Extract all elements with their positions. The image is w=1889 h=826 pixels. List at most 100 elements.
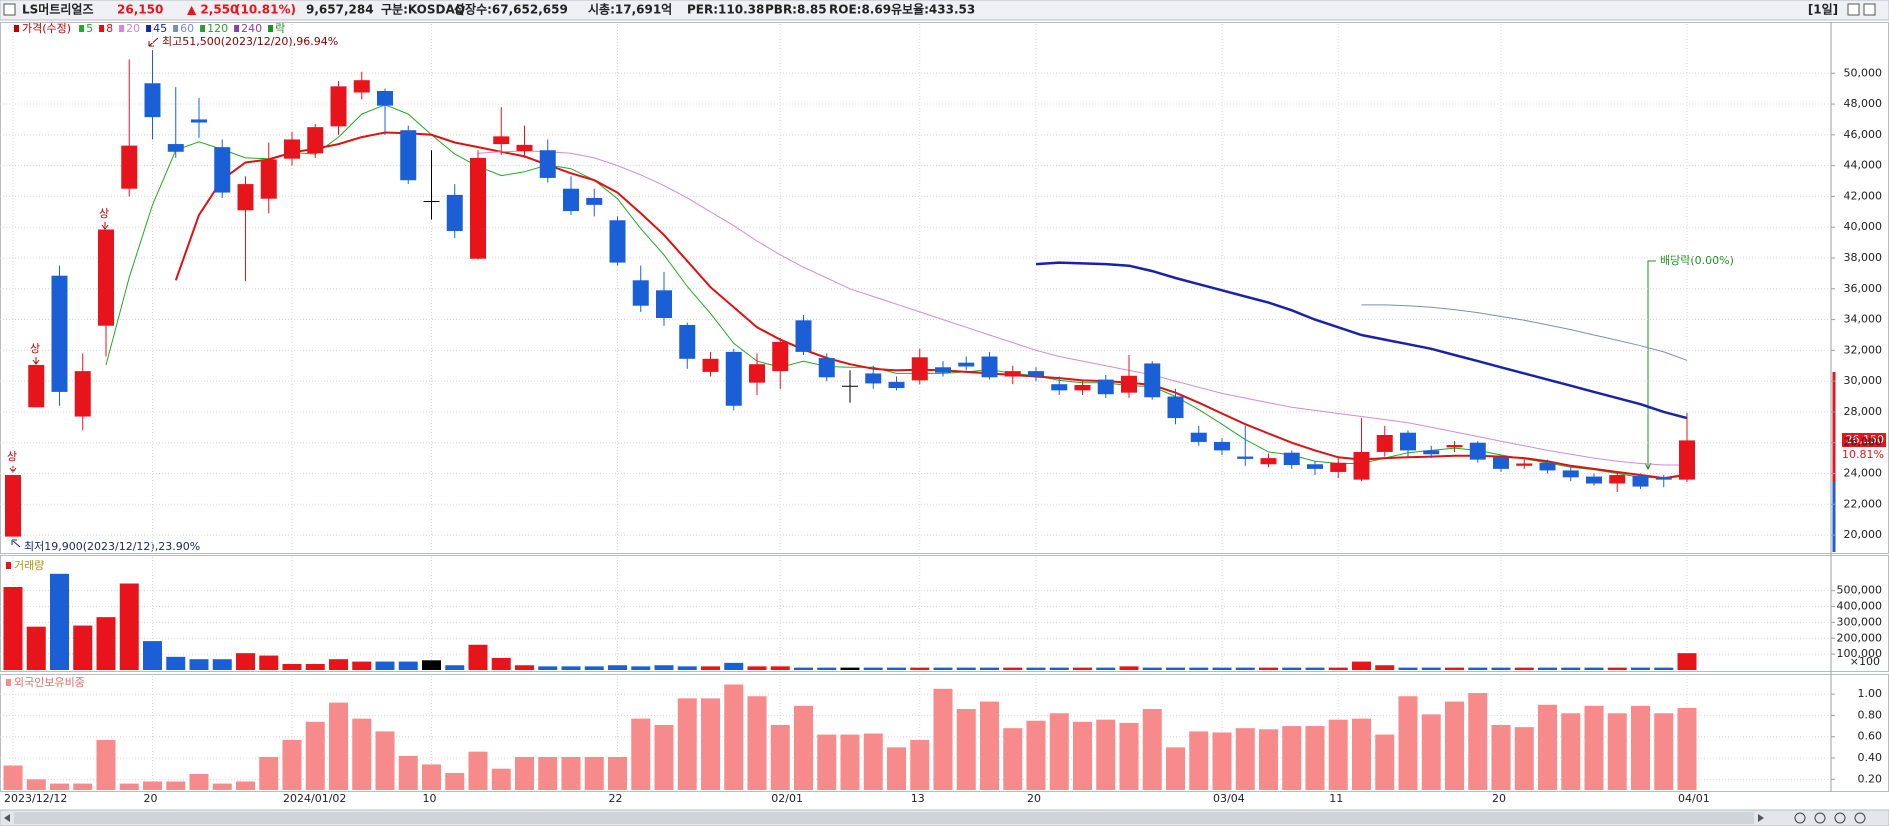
bar xyxy=(1445,667,1464,670)
bar xyxy=(1049,667,1069,670)
bar xyxy=(910,739,930,790)
x-tick-label: 20 xyxy=(1492,792,1506,805)
bar xyxy=(515,756,534,790)
candle-body xyxy=(539,150,556,178)
bar xyxy=(770,725,790,790)
bar xyxy=(561,756,581,790)
bar xyxy=(654,725,674,790)
candle-body xyxy=(167,144,184,152)
bar xyxy=(794,667,813,670)
dividend-marker xyxy=(1644,260,1656,471)
candle-body xyxy=(656,290,672,319)
bar xyxy=(1073,667,1092,670)
candle-body xyxy=(1121,375,1137,393)
bar xyxy=(96,739,116,790)
bar xyxy=(887,747,906,790)
bar xyxy=(119,583,139,670)
bar xyxy=(259,756,279,790)
zoom-button[interactable] xyxy=(1794,812,1806,824)
y-tick-label: 400,000 xyxy=(1837,600,1883,613)
candle-body xyxy=(632,280,649,306)
bar xyxy=(445,665,465,670)
bar xyxy=(259,655,279,670)
candle-body xyxy=(1493,457,1509,469)
candle-body xyxy=(284,139,300,159)
bar xyxy=(1468,693,1488,790)
candle-body xyxy=(516,144,533,151)
bar xyxy=(1398,696,1418,790)
low-annotation: 최저19,900(2023/12/12),23.90% xyxy=(24,540,200,553)
bar xyxy=(584,756,604,790)
bar xyxy=(1328,667,1348,670)
bar xyxy=(538,756,558,790)
y-tick-label: 38,000 xyxy=(1844,251,1883,264)
period[interactable]: [1일] xyxy=(1808,3,1838,17)
legend-swatch xyxy=(14,25,19,32)
bar xyxy=(236,653,255,670)
foreign-title: 외국인보유비중 xyxy=(14,676,85,689)
volume-unit: ×100 xyxy=(1850,655,1880,668)
candle-body xyxy=(1632,475,1649,487)
zoom-button[interactable] xyxy=(1834,812,1846,824)
legend-label: 60 xyxy=(180,22,194,35)
candle-body xyxy=(28,364,45,408)
candle-body xyxy=(1423,450,1440,455)
x-tick-label: 20 xyxy=(1027,792,1041,805)
bar xyxy=(1305,667,1325,670)
ma-line xyxy=(105,104,1688,479)
candle-body xyxy=(725,351,742,406)
ma-line xyxy=(174,131,1688,480)
bar xyxy=(817,667,837,670)
last-price: 26,150 xyxy=(1846,433,1885,446)
candle-body xyxy=(1190,432,1207,442)
candle-body xyxy=(237,184,254,211)
legend-label: 240 xyxy=(241,22,262,35)
bar xyxy=(1398,667,1418,670)
limit-up: 상 xyxy=(7,450,17,463)
bar xyxy=(282,663,302,670)
bar xyxy=(1421,714,1441,790)
volume-title: 거래량 xyxy=(14,559,44,572)
bar xyxy=(1026,720,1046,790)
candle-body xyxy=(1051,384,1068,391)
bar xyxy=(1514,727,1534,790)
bar xyxy=(375,731,395,790)
candle-body xyxy=(609,220,626,263)
bar xyxy=(1282,667,1302,670)
header-bar xyxy=(0,0,1889,21)
y-tick-label: 20,000 xyxy=(1844,528,1883,541)
bar xyxy=(608,756,627,790)
bar xyxy=(3,586,23,670)
window-button[interactable] xyxy=(1847,3,1860,16)
window-button[interactable] xyxy=(1863,3,1876,16)
bar xyxy=(1212,732,1232,790)
bar xyxy=(398,755,418,790)
legend-label: 5 xyxy=(86,22,93,35)
candle-body xyxy=(1237,456,1254,459)
bar xyxy=(1166,667,1185,670)
zoom-button[interactable] xyxy=(1854,812,1866,824)
bar xyxy=(1328,719,1348,790)
legend-swatch xyxy=(6,562,11,569)
zoom-button[interactable] xyxy=(1814,812,1826,824)
stock-name: LS머트리얼즈 xyxy=(22,2,94,17)
menu-icon[interactable] xyxy=(3,3,16,16)
bar xyxy=(933,667,953,670)
bar xyxy=(654,665,674,670)
bar xyxy=(491,657,511,670)
bar xyxy=(1375,734,1395,790)
bar xyxy=(3,765,23,790)
bar xyxy=(1352,661,1371,670)
y-tick-label: 0.40 xyxy=(1858,751,1883,764)
candle-body xyxy=(260,159,277,199)
scroll-thumb[interactable] xyxy=(14,812,1754,824)
candle-body xyxy=(98,229,114,326)
bar xyxy=(1514,667,1534,670)
bar xyxy=(817,734,837,790)
bar xyxy=(1677,707,1697,790)
candle-body xyxy=(749,364,765,383)
candle-body xyxy=(493,136,510,145)
bar xyxy=(491,768,511,790)
bar xyxy=(538,666,558,670)
candle-body xyxy=(563,188,579,212)
